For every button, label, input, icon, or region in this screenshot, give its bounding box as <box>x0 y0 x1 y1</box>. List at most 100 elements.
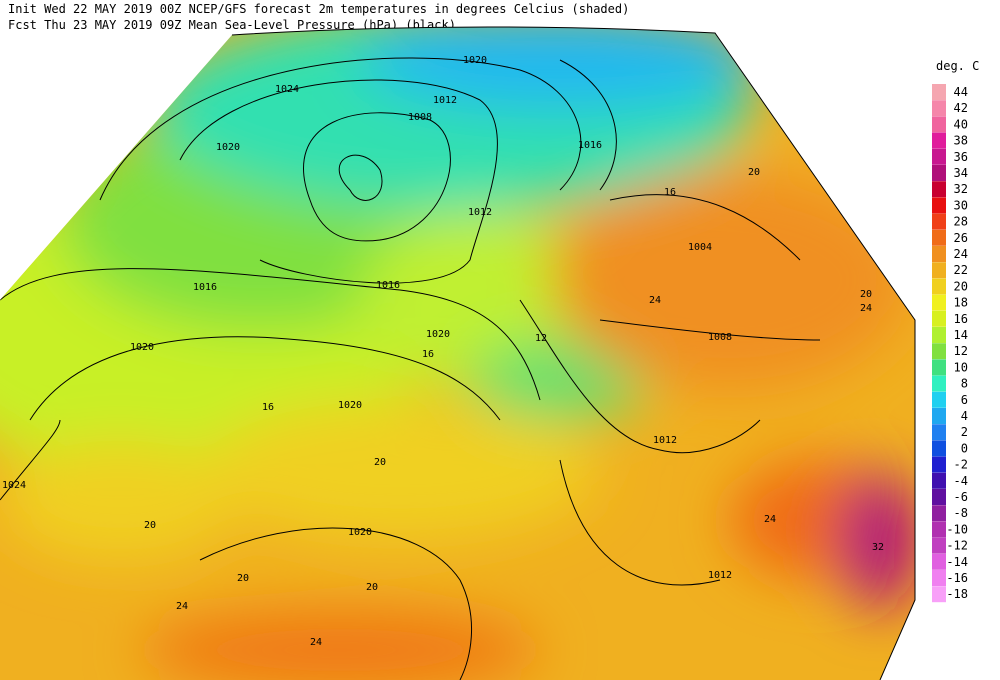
legend-label: 8 <box>961 377 968 391</box>
legend-label: 34 <box>954 166 968 180</box>
legend-label: 24 <box>954 247 968 261</box>
legend-swatch <box>932 472 946 489</box>
legend-title: deg. C <box>936 59 979 73</box>
legend-label: -18 <box>946 587 968 601</box>
legend-swatch <box>932 489 946 505</box>
legend-label: -16 <box>946 571 968 585</box>
temperature-label: 24 <box>649 295 661 306</box>
legend-swatch <box>932 148 946 165</box>
legend-label: 2 <box>961 425 968 439</box>
legend-swatch <box>932 84 946 100</box>
legend-label: 16 <box>954 312 968 326</box>
legend-label: 4 <box>961 409 968 423</box>
legend-label: 10 <box>954 360 968 374</box>
isobar-label: 1012 <box>708 570 732 581</box>
legend-swatch <box>932 246 946 262</box>
legend-label: 12 <box>954 344 968 358</box>
legend-swatch <box>932 132 946 149</box>
legend-swatch <box>932 294 946 311</box>
legend-swatch <box>932 197 946 214</box>
legend-swatch <box>932 343 946 360</box>
legend-label: -14 <box>946 555 968 569</box>
temperature-label: 16 <box>262 402 274 413</box>
legend-label: 14 <box>954 328 968 342</box>
temperature-label: 32 <box>872 542 884 553</box>
temperature-label: 24 <box>860 303 872 314</box>
legend-swatch <box>932 262 946 279</box>
legend-label: -4 <box>954 474 968 488</box>
legend-swatch <box>932 408 946 424</box>
legend-label: -12 <box>946 539 968 553</box>
legend-label: 32 <box>954 182 968 196</box>
legend-label: 20 <box>954 279 968 293</box>
legend-swatch <box>932 359 946 376</box>
isobar-label: 1016 <box>376 280 400 291</box>
isobar-label: 1020 <box>338 400 362 411</box>
isobar-label: 1016 <box>193 282 217 293</box>
legend-label: 44 <box>954 85 968 99</box>
legend-label: 6 <box>961 393 968 407</box>
legend-swatch <box>932 505 946 522</box>
legend-label: 22 <box>954 263 968 277</box>
temperature-label: 24 <box>310 637 322 648</box>
temperature-label: 20 <box>374 457 386 468</box>
legend-label: 36 <box>954 150 968 164</box>
legend-swatch <box>932 181 946 198</box>
header-line-2: Fcst Thu 23 MAY 2019 09Z Mean Sea-Level … <box>8 18 463 32</box>
isobar-label: 1012 <box>653 435 677 446</box>
legend-label: 38 <box>954 134 968 148</box>
isobar-label: 1020 <box>463 55 487 66</box>
temperature-label: 24 <box>764 514 776 525</box>
legend-swatch <box>932 327 946 343</box>
legend-label: -2 <box>954 458 968 472</box>
legend-swatch <box>932 424 946 441</box>
legend-swatch <box>932 456 946 473</box>
legend-swatch <box>932 278 946 295</box>
temperature-label: 20 <box>366 582 378 593</box>
legend-swatch <box>932 570 946 586</box>
legend-label: -6 <box>954 490 968 504</box>
legend-swatch <box>932 586 946 603</box>
legend-label: 42 <box>954 101 968 115</box>
legend-swatch <box>932 100 946 117</box>
isobar-label: 1008 <box>708 332 732 343</box>
isobar-label: 1012 <box>468 207 492 218</box>
legend-swatch <box>932 440 946 457</box>
legend-swatch <box>932 553 946 570</box>
legend-label: 28 <box>954 215 968 229</box>
isobar-label: 1016 <box>578 140 602 151</box>
legend-label: 40 <box>954 117 968 131</box>
isobar-label: 1008 <box>408 112 432 123</box>
isobar-label: 1020 <box>130 342 154 353</box>
isobar-label: 1020 <box>348 527 372 538</box>
temperature-label: 16 <box>664 187 676 198</box>
temperature-label: 20 <box>860 289 872 300</box>
isobar-label: 1020 <box>426 329 450 340</box>
temperature-label: 24 <box>176 601 188 612</box>
legend-swatch <box>932 116 946 133</box>
legend-swatch <box>932 521 946 538</box>
isobar-label: 1024 <box>275 84 299 95</box>
legend-label: 26 <box>954 231 968 245</box>
legend-swatch <box>932 229 946 246</box>
legend-swatch <box>932 310 946 327</box>
isobar-label: 1024 <box>2 480 26 491</box>
color-legend: 4442403836343230282624222018161412108642… <box>932 84 968 603</box>
header-line-1: Init Wed 22 MAY 2019 00Z NCEP/GFS foreca… <box>8 2 629 16</box>
temperature-field <box>0 26 915 680</box>
legend-swatch <box>932 391 946 408</box>
legend-swatch <box>932 537 946 554</box>
legend-swatch <box>932 375 946 392</box>
legend-label: -8 <box>954 506 968 520</box>
isobar-label: 1012 <box>433 95 457 106</box>
temperature-label: 20 <box>144 520 156 531</box>
temperature-label: 16 <box>422 349 434 360</box>
temperature-label: 12 <box>535 333 547 344</box>
legend-label: -10 <box>946 522 968 536</box>
isobar-label: 1020 <box>216 142 240 153</box>
legend-label: 30 <box>954 198 968 212</box>
temperature-label: 20 <box>237 573 249 584</box>
legend-label: 0 <box>961 441 968 455</box>
legend-swatch <box>932 165 946 181</box>
